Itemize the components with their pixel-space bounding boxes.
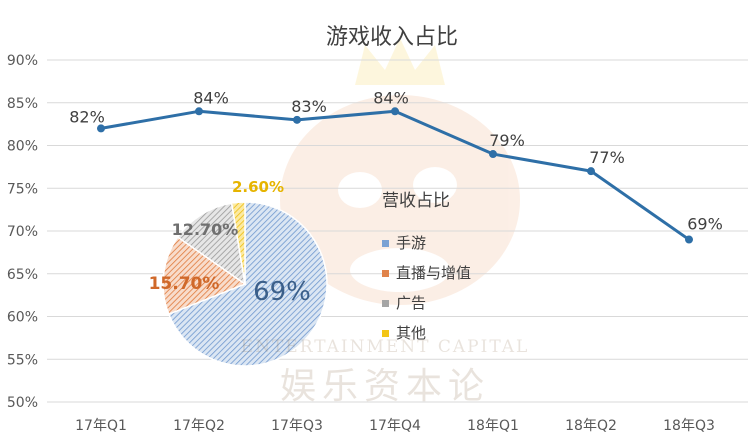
x-tick-label: 17年Q2	[173, 418, 225, 434]
y-tick-label: 50%	[7, 395, 38, 411]
x-tick-label: 18年Q3	[663, 418, 715, 434]
x-tick-label: 17年Q1	[75, 418, 127, 434]
pie-data-label: 69%	[253, 277, 311, 307]
gridlines	[47, 59, 748, 403]
watermark-main: 娱乐资本论	[280, 366, 490, 407]
data-point	[587, 167, 595, 176]
data-label: 77%	[589, 148, 625, 167]
y-tick-label: 85%	[7, 96, 38, 112]
data-label: 83%	[291, 97, 327, 116]
data-point	[685, 235, 693, 244]
pie-chart	[162, 201, 328, 367]
x-tick-label: 17年Q3	[271, 418, 323, 434]
y-tick-label: 65%	[7, 267, 38, 283]
chart-title: 游戏收入占比	[326, 25, 458, 50]
data-point	[391, 107, 399, 116]
y-tick-label: 70%	[7, 224, 38, 240]
pie-data-labels: 69% 15.70% 12.70% 2.60%	[149, 178, 311, 307]
pie-slice	[176, 202, 247, 286]
y-tick-label: 55%	[7, 352, 38, 368]
legend-label: 广告	[396, 294, 426, 312]
y-tick-label: 80%	[7, 139, 38, 155]
watermark-sub: ENTERTAINMENT CAPITAL	[241, 337, 530, 357]
data-labels: 82% 84% 83% 84% 79% 77% 69%	[69, 88, 723, 233]
line-series	[97, 107, 693, 244]
y-axis-ticks: 50% 55% 60% 65% 70% 75% 80% 85% 90%	[7, 53, 38, 411]
pie-data-label: 2.60%	[232, 178, 284, 196]
legend-swatch	[382, 270, 389, 277]
y-tick-label: 75%	[7, 181, 38, 197]
y-tick-label: 90%	[7, 53, 38, 69]
data-point	[195, 107, 203, 116]
legend-swatch	[382, 240, 389, 247]
y-tick-label: 60%	[7, 310, 38, 326]
legend-label: 手游	[396, 234, 426, 252]
pie-data-label: 12.70%	[172, 220, 239, 239]
x-tick-label: 17年Q4	[369, 418, 421, 434]
pie-data-label: 15.70%	[149, 274, 220, 294]
data-point	[97, 124, 105, 133]
x-axis-ticks: 17年Q1 17年Q2 17年Q3 17年Q4 18年Q1 18年Q2 18年Q3	[75, 418, 715, 434]
data-label: 84%	[373, 88, 409, 107]
x-tick-label: 18年Q2	[565, 418, 617, 434]
data-point	[293, 115, 301, 124]
data-label: 69%	[687, 215, 723, 234]
legend-swatch	[382, 330, 389, 337]
pie-slice	[230, 201, 246, 285]
legend-label: 其他	[396, 324, 426, 342]
legend-swatch	[382, 300, 389, 307]
data-label: 84%	[193, 88, 229, 107]
data-label: 79%	[489, 131, 525, 150]
pie-slice	[167, 201, 328, 367]
data-point	[489, 150, 497, 159]
watermark-mascot-icon	[280, 38, 520, 305]
pie-slice	[162, 236, 247, 316]
watermark: ENTERTAINMENT CAPITAL 娱乐资本论	[241, 337, 530, 407]
x-tick-label: 18年Q1	[467, 418, 519, 434]
legend-label: 直播与增值	[396, 264, 471, 282]
data-label: 82%	[69, 107, 105, 126]
legend-title: 营收占比	[382, 191, 450, 211]
